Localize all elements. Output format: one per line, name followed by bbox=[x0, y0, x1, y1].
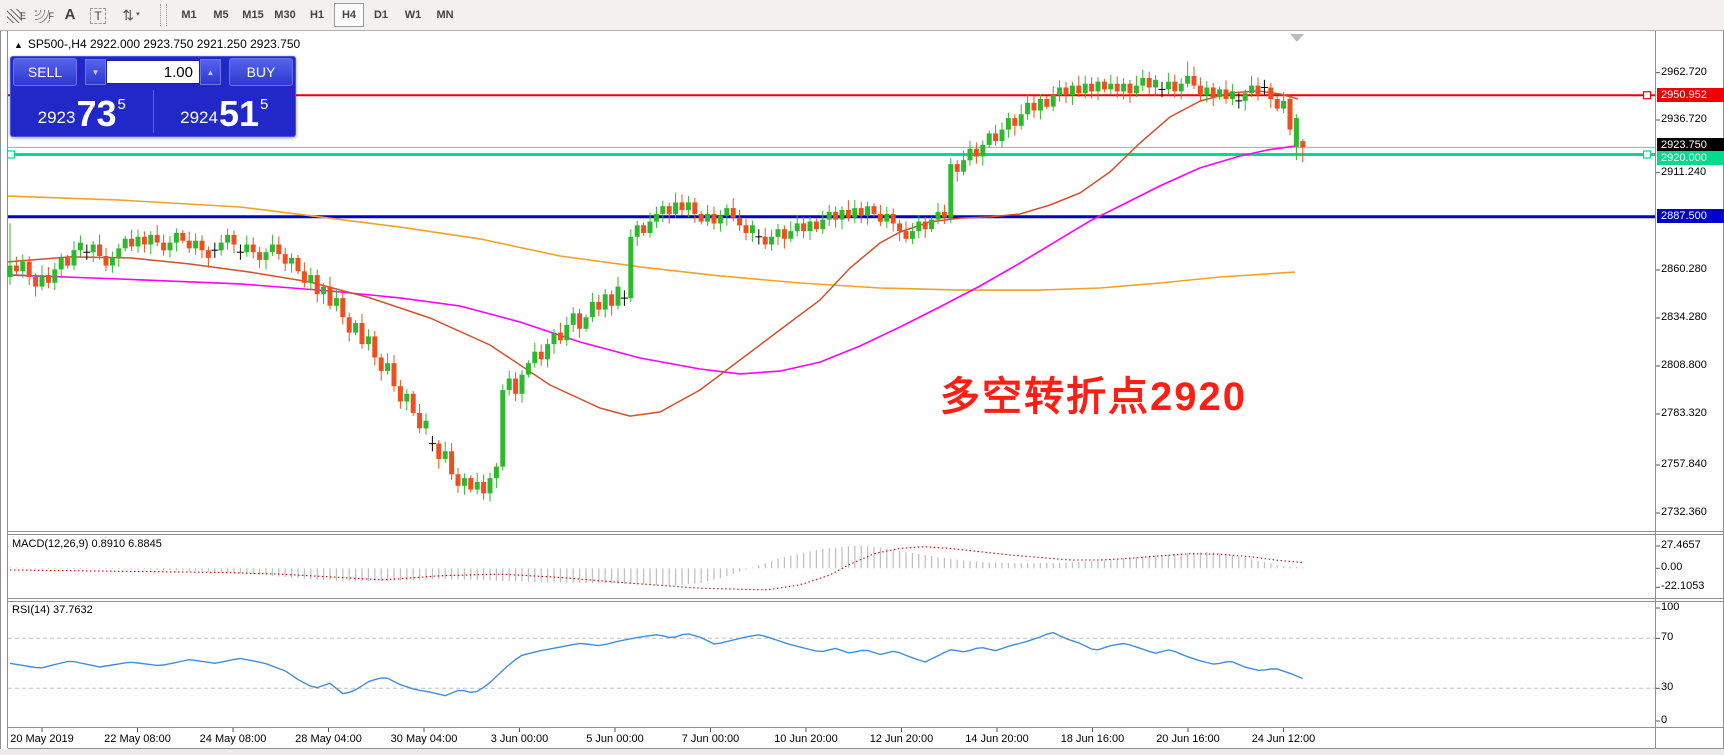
time-tick-label: 28 May 04:00 bbox=[295, 733, 362, 745]
sell-price-sup: 5 bbox=[117, 96, 126, 113]
time-tick-label: 14 Jun 20:00 bbox=[965, 733, 1029, 745]
text-box-tool[interactable]: T bbox=[85, 3, 111, 27]
timeframe-button-m1[interactable]: M1 bbox=[181, 9, 197, 21]
lot-size-stepper: ▼ 1.00 ▲ bbox=[85, 59, 221, 85]
timeframe-button-m30[interactable]: M30 bbox=[274, 9, 296, 21]
price-badge-2887.500: 2887.500 bbox=[1657, 209, 1724, 224]
price-badge-2923.750: 2923.750 bbox=[1657, 138, 1724, 152]
timeframe-button-h4[interactable]: H4 bbox=[334, 3, 364, 27]
buy-price[interactable]: 2924 51 5 bbox=[154, 88, 296, 135]
toolbar: E F A T ⇅ ▾ M1 M5 M15 M30 H1 H4 D1 W1 MN bbox=[0, 0, 1724, 31]
timeframe-button-d1[interactable]: D1 bbox=[373, 9, 389, 21]
time-tick-label: 10 Jun 20:00 bbox=[774, 733, 838, 745]
price-tick-label: 2834.280 bbox=[1661, 311, 1707, 323]
price-badge-2950.952: 2950.952 bbox=[1657, 87, 1724, 102]
hline-handle-2920[interactable] bbox=[6, 150, 16, 159]
price-tick-label: 2911.240 bbox=[1661, 165, 1707, 178]
price-tick-label: 2732.360 bbox=[1661, 506, 1707, 518]
rsi-tick-label: 30 bbox=[1661, 681, 1674, 694]
sell-price-big: 73 bbox=[76, 93, 117, 134]
time-tick-label: 24 Jun 12:00 bbox=[1251, 733, 1316, 745]
time-tick-label: 24 May 08:00 bbox=[199, 733, 267, 745]
timeframe-button-mn[interactable]: MN bbox=[436, 9, 454, 21]
lot-increase-button[interactable]: ▲ bbox=[200, 59, 221, 85]
chart-canvas bbox=[0, 30, 1724, 755]
timeframe-button-w1[interactable]: W1 bbox=[404, 9, 422, 21]
text-label-icon: A bbox=[64, 6, 76, 23]
time-tick-label: 12 Jun 20:00 bbox=[869, 733, 934, 745]
text-label-tool[interactable]: A bbox=[57, 3, 83, 27]
lot-decrease-button[interactable]: ▼ bbox=[85, 59, 106, 85]
macd-tick-label: -22.1053 bbox=[1661, 580, 1705, 593]
rsi-tick-label: 100 bbox=[1661, 601, 1680, 613]
ma-medium-magenta bbox=[7, 145, 1296, 375]
toolbar-separator bbox=[160, 4, 167, 26]
time-tick-label: 5 Jun 00:00 bbox=[586, 733, 644, 745]
rsi-tick-label: 0 bbox=[1661, 714, 1668, 726]
one-click-trade-panel: SELL ▼ 1.00 ▲ BUY 2923 73 5 2924 51 5 bbox=[10, 56, 296, 137]
rsi-line bbox=[9, 631, 1304, 697]
text-box-icon: T bbox=[90, 8, 106, 24]
macd-tick-label: 27.4657 bbox=[1661, 539, 1701, 551]
grid-icon-sub: F bbox=[48, 11, 55, 21]
macd-indicator-label: MACD(12,26,9) 0.8910 6.8845 bbox=[12, 538, 162, 550]
time-tick-label: 3 Jun 00:00 bbox=[490, 733, 549, 745]
hline-handle-2950.952[interactable] bbox=[1642, 91, 1652, 100]
sort-objects-tool[interactable]: ⇅ ▾ bbox=[113, 3, 149, 27]
symbol-arrow-icon: ▲ bbox=[14, 40, 23, 50]
sell-price-prefix: 2923 bbox=[37, 108, 76, 127]
grid-icon bbox=[34, 10, 50, 23]
hatch-icon bbox=[6, 9, 22, 23]
window-bottom-strip bbox=[0, 749, 1724, 755]
timeframe-button-h1[interactable]: H1 bbox=[309, 9, 325, 21]
trade-panel-divider bbox=[152, 90, 154, 133]
trade-panel-prices: 2923 73 5 2924 51 5 bbox=[11, 88, 295, 135]
lot-size-input[interactable]: 1.00 bbox=[106, 60, 200, 84]
chart-title-text: SP500-,H4 2922.000 2923.750 2921.250 292… bbox=[27, 37, 301, 51]
buy-price-prefix: 2924 bbox=[180, 108, 218, 127]
rsi-indicator-label: RSI(14) 37.7632 bbox=[12, 604, 93, 616]
trade-panel-top-row: SELL ▼ 1.00 ▲ BUY bbox=[11, 57, 295, 87]
timeframe-button-m15[interactable]: M15 bbox=[242, 9, 264, 21]
grid-tool-icon[interactable]: F bbox=[29, 3, 55, 27]
macd-tick-label: 0.00 bbox=[1661, 561, 1683, 574]
price-badge-2920.000: 2920.000 bbox=[1657, 151, 1724, 165]
chart-shift-marker-icon bbox=[1290, 34, 1304, 42]
hline-handle-2920[interactable] bbox=[1642, 150, 1652, 159]
time-tick-label: 20 Jun 16:00 bbox=[1156, 733, 1220, 745]
ma-fast-redorange bbox=[7, 90, 1299, 417]
buy-price-big: 51 bbox=[218, 93, 260, 134]
time-tick-label: 7 Jun 00:00 bbox=[681, 733, 740, 745]
time-tick-label: 30 May 04:00 bbox=[390, 733, 458, 745]
price-tick-label: 2962.720 bbox=[1661, 65, 1707, 78]
price-tick-label: 2757.840 bbox=[1661, 458, 1707, 470]
macd-histogram bbox=[9, 545, 1304, 586]
price-tick-label: 2860.280 bbox=[1661, 263, 1707, 275]
chart-window: ▲ SP500-,H4 2922.000 2923.750 2921.250 29… bbox=[0, 30, 1724, 755]
chart-annotation-text: 多空转折点2920 bbox=[940, 375, 1247, 419]
ma-slow-orange bbox=[7, 195, 1296, 291]
sell-price[interactable]: 2923 73 5 bbox=[11, 88, 153, 135]
hatch-tool-icon[interactable]: E bbox=[1, 3, 27, 27]
time-tick-label: 18 Jun 16:00 bbox=[1060, 733, 1125, 745]
rsi-tick-label: 70 bbox=[1661, 631, 1674, 644]
sort-arrows-icon: ⇅ bbox=[122, 7, 135, 23]
timeframe-button-m5[interactable]: M5 bbox=[213, 9, 229, 21]
price-tick-label: 2936.720 bbox=[1661, 113, 1707, 125]
price-tick-label: 2808.800 bbox=[1661, 359, 1707, 371]
price-tick-label: 2783.320 bbox=[1661, 407, 1707, 419]
chart-title: ▲ SP500-,H4 2922.000 2923.750 2921.250 29… bbox=[14, 37, 300, 51]
candlestick-series bbox=[7, 61, 1306, 502]
timeframe-group: M1 M5 M15 M30 H1 H4 D1 W1 MN bbox=[173, 3, 461, 27]
buy-price-sup: 5 bbox=[260, 96, 269, 113]
hatch-icon-sub: E bbox=[19, 11, 26, 21]
time-tick-label: 22 May 08:00 bbox=[104, 733, 171, 745]
sell-button[interactable]: SELL bbox=[13, 58, 77, 86]
buy-button[interactable]: BUY bbox=[229, 58, 293, 86]
time-tick-label: 20 May 2019 bbox=[10, 733, 74, 745]
chevron-down-icon: ▾ bbox=[136, 11, 140, 18]
